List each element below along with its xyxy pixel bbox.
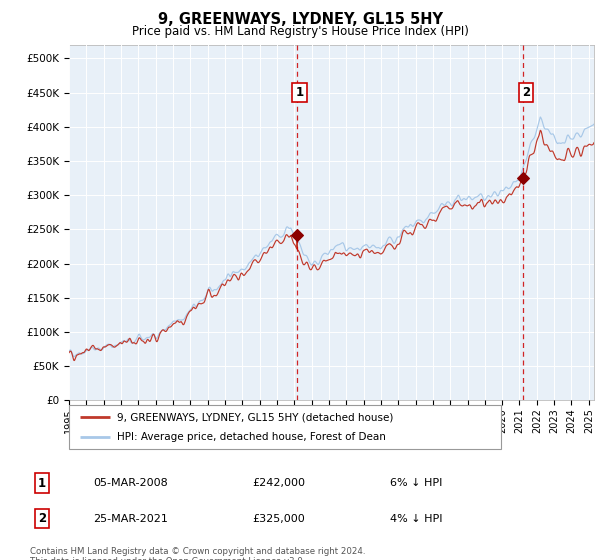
Text: 6% ↓ HPI: 6% ↓ HPI [390,478,442,488]
Text: Contains HM Land Registry data © Crown copyright and database right 2024.
This d: Contains HM Land Registry data © Crown c… [30,547,365,560]
Text: HPI: Average price, detached house, Forest of Dean: HPI: Average price, detached house, Fore… [116,432,385,442]
Text: 9, GREENWAYS, LYDNEY, GL15 5HY (detached house): 9, GREENWAYS, LYDNEY, GL15 5HY (detached… [116,412,393,422]
Text: Price paid vs. HM Land Registry's House Price Index (HPI): Price paid vs. HM Land Registry's House … [131,25,469,38]
Text: 2: 2 [522,86,530,99]
FancyBboxPatch shape [69,405,501,449]
Text: 9, GREENWAYS, LYDNEY, GL15 5HY: 9, GREENWAYS, LYDNEY, GL15 5HY [157,12,443,27]
Text: £325,000: £325,000 [252,514,305,524]
Text: 25-MAR-2021: 25-MAR-2021 [93,514,168,524]
Point [518,174,528,183]
Text: 05-MAR-2008: 05-MAR-2008 [93,478,168,488]
Text: £242,000: £242,000 [252,478,305,488]
Text: 1: 1 [38,477,46,490]
Point [292,230,302,239]
Text: 2: 2 [38,512,46,525]
Text: 4% ↓ HPI: 4% ↓ HPI [390,514,443,524]
Text: 1: 1 [296,86,304,99]
